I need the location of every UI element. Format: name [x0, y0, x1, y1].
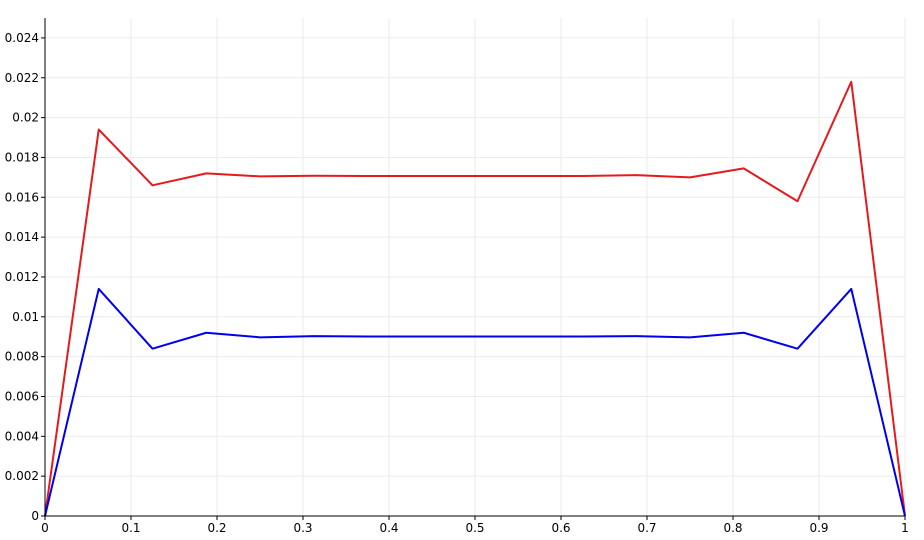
- x-tick-label: 0.8: [723, 521, 742, 535]
- y-tick-label: 0.022: [5, 71, 39, 85]
- x-tick-label: 0.2: [207, 521, 226, 535]
- series-2-line: [44, 287, 906, 517]
- y-tick-label: 0.008: [5, 350, 39, 364]
- y-tick-label: 0.018: [5, 150, 39, 164]
- y-tick-label: 0.004: [5, 429, 39, 443]
- y-tick-label: 0.014: [5, 230, 39, 244]
- x-tick-label: 0.3: [293, 521, 312, 535]
- x-tick-label: 0.6: [551, 521, 570, 535]
- y-tick-label: 0.01: [12, 310, 39, 324]
- x-tick-label: 0.9: [809, 521, 828, 535]
- x-tick-label: 0.4: [379, 521, 398, 535]
- y-tick-label: 0.024: [5, 31, 39, 45]
- y-tick-label: 0.006: [5, 389, 39, 403]
- x-tick-label: 0.5: [465, 521, 484, 535]
- y-tick-label: 0.012: [5, 270, 39, 284]
- tick-labels: 0 0.1 0.2 0.3 0.4 0.5 0.6 0.7 0.8 0.9 1 0 0.002 0.004…: [5, 31, 909, 535]
- y-tick-label: 0.02: [12, 111, 39, 125]
- x-tick-label: 1: [901, 521, 909, 535]
- x-tick-label: 0.1: [121, 521, 140, 535]
- series-1-line: [44, 80, 906, 517]
- x-tick-label: 0.7: [637, 521, 656, 535]
- series-layer: [44, 80, 906, 517]
- y-tick-label: 0.002: [5, 469, 39, 483]
- y-tick-label: 0: [31, 509, 39, 523]
- grid: [45, 18, 906, 516]
- x-tick-label: 0: [41, 521, 49, 535]
- y-tick-label: 0.016: [5, 190, 39, 204]
